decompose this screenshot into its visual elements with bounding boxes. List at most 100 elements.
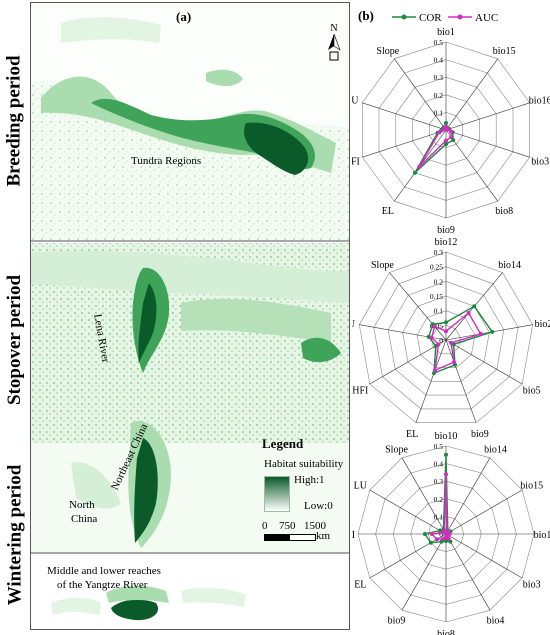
radar-2-spoke-1 bbox=[445, 457, 491, 535]
yangtze-label-line2: of the Yangtze River bbox=[57, 579, 148, 591]
radar-1-axis-label-6: HFI bbox=[352, 386, 368, 397]
radar-1-spoke-8 bbox=[389, 272, 447, 341]
radar-2-tick-label-3: 0.3 bbox=[434, 477, 444, 486]
radar-1-axis-label-8: Slope bbox=[371, 260, 394, 271]
radar-0-axis-label-8: LU bbox=[352, 95, 359, 106]
radar-2-series-1-point-8 bbox=[434, 537, 439, 542]
radar-0-series-0-point-6 bbox=[413, 170, 417, 175]
radar-2-series-1-point-11 bbox=[442, 529, 447, 533]
radar-1-series-1-point-5 bbox=[433, 368, 437, 373]
radar-2-series-0-point-6 bbox=[444, 539, 448, 543]
legend-high-label: High:1 bbox=[294, 474, 325, 486]
radar-0-series-1-point-5 bbox=[444, 138, 448, 143]
radar-1-grid-ring-6 bbox=[358, 251, 534, 424]
radar-1-axis-label-0: bio12 bbox=[435, 237, 458, 248]
radar-charts-svg: (b) COR AUC bio1 bio15 bio16 bio3 bio8 bio9 EL HFI… bbox=[352, 8, 550, 635]
radar-2-axis-label-8: EL bbox=[354, 580, 366, 591]
radar-1-series-0-point-1 bbox=[472, 304, 477, 309]
radar-1-axis-label-1: bio14 bbox=[498, 260, 521, 271]
radar-2-series-0-point-8 bbox=[428, 540, 433, 545]
radar-2-series-1-point-7 bbox=[441, 536, 446, 541]
legend-color-ramp bbox=[264, 476, 290, 512]
habitat-suitability-map-panel: (a) Tundra Regions Lena River Northeast … bbox=[30, 2, 350, 630]
radar-2-series-0-point-0 bbox=[444, 452, 448, 457]
radar-0-tick-label-5: 0.5 bbox=[434, 38, 444, 47]
radar-1-series-1-point-6 bbox=[436, 342, 441, 347]
legend-cor-label: COR bbox=[419, 12, 442, 24]
radar-1-grid-ring-2 bbox=[416, 310, 476, 368]
radar-2-spoke-7 bbox=[401, 533, 447, 611]
radar-1-spoke-6 bbox=[369, 339, 447, 385]
radar-1-grid-ring-5 bbox=[373, 266, 519, 410]
radar-2-series-0-point-9 bbox=[422, 532, 427, 536]
radar-2-axis-label-1: bio14 bbox=[484, 444, 507, 455]
radar-0-spoke-9 bbox=[394, 58, 447, 131]
breeding-period-title: Breeding period bbox=[4, 55, 26, 187]
radar-1-axis-label-3: bio5 bbox=[523, 386, 541, 397]
radar-1-series-1-point-8 bbox=[432, 324, 437, 329]
radar-1-tick-label-3: 0.15 bbox=[430, 292, 443, 301]
radar-1-tick-label-0: 0 bbox=[439, 336, 443, 345]
radar-2-series-0-point-5 bbox=[448, 539, 453, 544]
radar-1-series-1-point-1 bbox=[466, 311, 471, 315]
north-letter: N bbox=[330, 23, 337, 34]
scale-bar bbox=[264, 534, 316, 541]
radar-0-tick-label-2: 0.2 bbox=[434, 91, 444, 100]
radar-0-axis-label-4: bio8 bbox=[495, 206, 513, 217]
north-arrow-icon: N bbox=[328, 23, 341, 61]
radar-1-spoke-3 bbox=[445, 339, 523, 385]
radar-1-series-0-point-0 bbox=[444, 320, 448, 325]
radar-0-series-0-point-4 bbox=[451, 138, 456, 142]
radar-0-spoke-4 bbox=[445, 129, 498, 202]
radar-0-spoke-7 bbox=[362, 129, 447, 158]
scale-tick-1500: 1500 bbox=[304, 520, 326, 532]
radar-2-axis-label-11: Slope bbox=[385, 444, 408, 455]
radar-0-spoke-1 bbox=[445, 58, 498, 131]
radar-1-series-1-point-4 bbox=[452, 360, 456, 365]
radar-0-axis-label-0: bio1 bbox=[437, 27, 455, 38]
radar-2-axis-label-7: bio9 bbox=[388, 616, 406, 627]
radar-0-tick-label-3: 0.3 bbox=[434, 73, 444, 82]
radar-2-spoke-4 bbox=[445, 533, 523, 579]
radar-0-axis-label-3: bio3 bbox=[531, 157, 549, 168]
map-panel-tag: (a) bbox=[176, 9, 192, 24]
radar-0-series-1-point-6 bbox=[417, 165, 422, 169]
radar-2-tick-label-2: 0.2 bbox=[434, 495, 444, 504]
radar-0-series-1-point-3 bbox=[449, 129, 453, 134]
radar-1-series-1-point-0 bbox=[444, 329, 448, 334]
radar-0-axis-label-2: bio16 bbox=[529, 95, 550, 106]
yangtze-label-line1: Middle and lower reaches bbox=[47, 565, 161, 577]
radar-0-series-1-line bbox=[418, 124, 452, 168]
radar-1-axis-label-4: bio9 bbox=[471, 429, 489, 440]
radar-1-series-0-point-2 bbox=[490, 329, 495, 334]
radar-1-tick-label-5: 0.25 bbox=[430, 263, 443, 272]
radar-2-tick-label-5: 0.5 bbox=[434, 442, 444, 451]
stopover-period-title: Stopover period bbox=[4, 274, 26, 406]
radar-1-series-1-point-7 bbox=[429, 335, 434, 340]
radar-1-series-0-line bbox=[427, 305, 494, 375]
radar-1-series-1-line bbox=[430, 311, 482, 372]
radar-2-series-0-point-7 bbox=[439, 539, 444, 544]
radar-2-series-1-point-9 bbox=[429, 532, 434, 536]
legend-auc-marker bbox=[457, 14, 463, 20]
radar-2-axis-label-5: bio4 bbox=[487, 616, 505, 627]
radar-2-spoke-11 bbox=[401, 457, 447, 535]
radar-1-spoke-5 bbox=[415, 339, 447, 423]
radar-2-axis-label-9: HFI bbox=[352, 530, 355, 541]
radar-2-axis-label-10: LU bbox=[354, 481, 368, 492]
stopover-map bbox=[31, 243, 349, 443]
radar-0-axis-label-1: bio15 bbox=[493, 46, 516, 57]
radar-1-grid-ring-1 bbox=[431, 324, 461, 355]
radar-2-series-1-point-0 bbox=[444, 472, 448, 477]
radar-1-series-1-point-2 bbox=[478, 331, 483, 336]
radar-2-series-0-point-10 bbox=[437, 528, 442, 533]
legend-auc-label: AUC bbox=[475, 12, 498, 24]
radar-2-axis-label-4: bio3 bbox=[523, 580, 541, 591]
radar-2-axis-label-2: bio15 bbox=[520, 481, 543, 492]
legend-cor-marker bbox=[401, 14, 407, 20]
radar-2-axis-label-0: bio10 bbox=[435, 431, 458, 442]
radar-0-axis-label-7: HFI bbox=[352, 157, 360, 168]
radar-2-spoke-5 bbox=[445, 533, 491, 611]
radar-2-tick-label-0: 0 bbox=[439, 530, 443, 539]
radar-1-tick-label-2: 0.1 bbox=[434, 307, 444, 316]
